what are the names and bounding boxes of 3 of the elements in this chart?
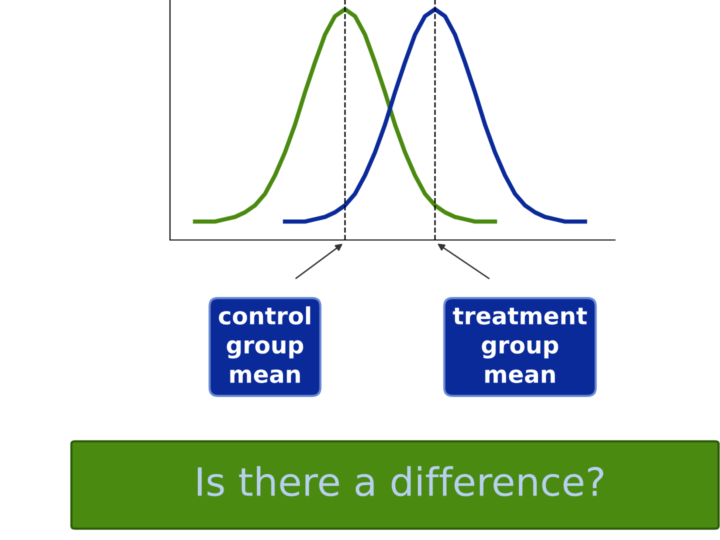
text: Is there a difference? — [198, 466, 604, 496]
text: treatment group mean — [452, 308, 587, 384]
text: control group mean — [218, 306, 310, 384]
